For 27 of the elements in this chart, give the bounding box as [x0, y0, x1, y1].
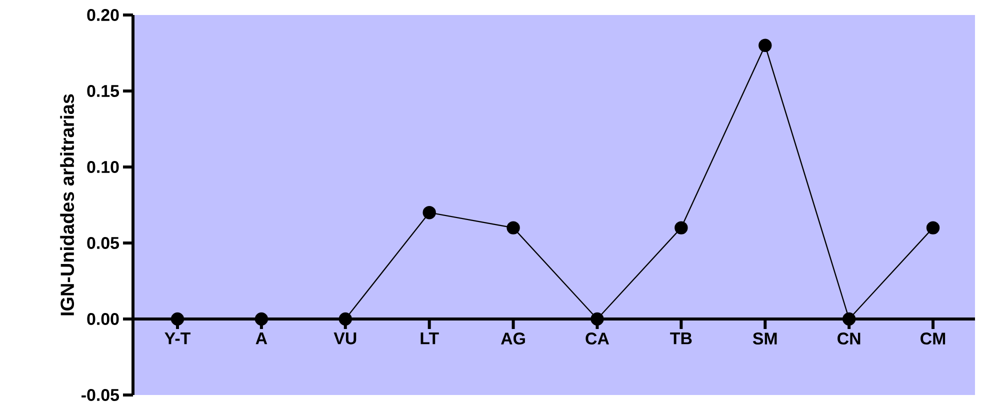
y-tick-label: -0.05 [82, 389, 120, 401]
x-tick-label: CN [838, 332, 860, 345]
x-tick-label: TB [670, 332, 692, 344]
y-tick-label: 0.10 [87, 161, 119, 173]
point [926, 221, 940, 234]
x-tick-label: CM [920, 332, 946, 345]
x-tick-label: SM [752, 332, 777, 345]
point [170, 312, 184, 326]
y-tick-label: 0.05 [87, 237, 120, 249]
point [842, 312, 856, 326]
x-tick-label: CA [586, 332, 610, 345]
x-tick-label: VU [334, 332, 356, 344]
x-tick-label: AG [501, 332, 525, 345]
point [758, 38, 772, 52]
y-tick-label: 0.00 [87, 313, 119, 325]
y-tick-label: 0.20 [87, 9, 119, 21]
point [506, 221, 520, 234]
point [674, 221, 688, 234]
point [338, 312, 352, 326]
y-axis-title: IGN-Unidades arbitrarias [60, 94, 74, 316]
point [590, 312, 604, 326]
y-tick-label: 0.15 [87, 85, 120, 97]
x-tick-label: Y-T [164, 332, 190, 344]
x-tick-label: A [256, 332, 268, 344]
point [254, 312, 268, 326]
x-tick-label: LT [420, 332, 439, 344]
point [422, 206, 436, 220]
